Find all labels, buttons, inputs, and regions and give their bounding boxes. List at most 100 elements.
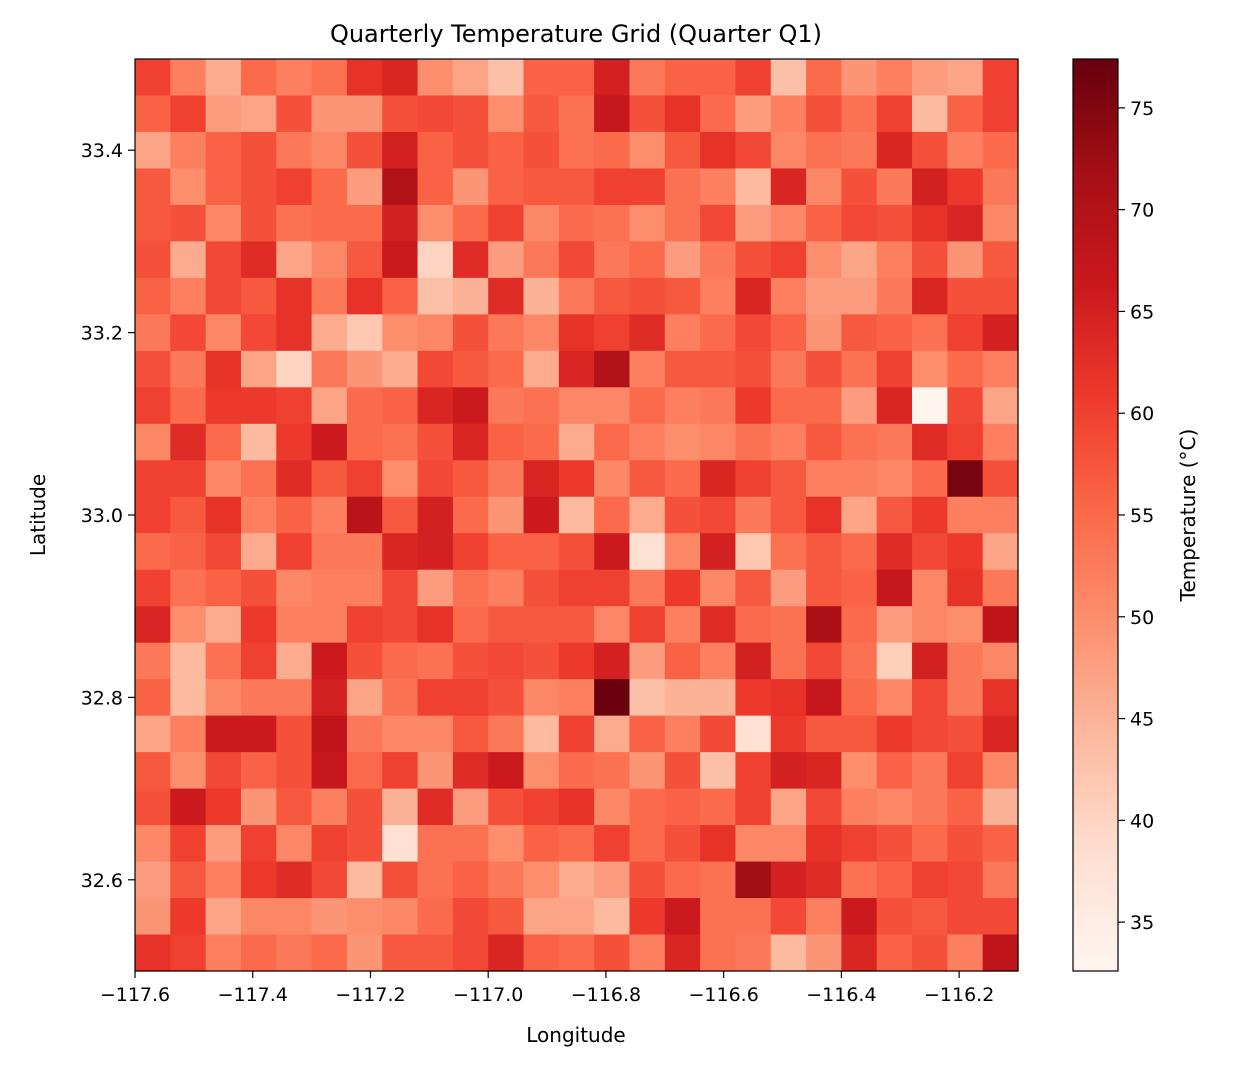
heatmap-cell (452, 606, 489, 644)
heatmap-cell (841, 606, 878, 644)
heatmap-cell (523, 59, 560, 97)
heatmap-cell (629, 679, 666, 717)
heatmap-cell (700, 204, 737, 242)
heatmap-cell (488, 898, 525, 936)
heatmap-cell (806, 533, 842, 571)
heatmap-cell (806, 423, 842, 461)
heatmap-cell (558, 642, 595, 680)
heatmap-cell (488, 460, 525, 498)
heatmap-cell (240, 277, 277, 315)
heatmap-cell (311, 715, 348, 753)
heatmap-cell (770, 606, 807, 644)
heatmap-cell (523, 314, 560, 352)
heatmap-cell (417, 314, 454, 352)
heatmap-cell (205, 642, 242, 680)
heatmap-cell (700, 423, 737, 461)
heatmap-cell (452, 752, 489, 790)
heatmap-cell (770, 715, 807, 753)
heatmap-cell (135, 168, 171, 206)
heatmap-cell (382, 642, 419, 680)
colorbar (1072, 58, 1119, 972)
heatmap-cell (523, 679, 560, 717)
heatmap-cell (170, 606, 207, 644)
heatmap-cell (488, 788, 525, 826)
heatmap-cell (170, 825, 207, 863)
heatmap-cell (770, 204, 807, 242)
heatmap-cell (770, 95, 807, 133)
heatmap-cell (311, 59, 348, 97)
heatmap-cell (276, 715, 313, 753)
heatmap-cell (912, 204, 948, 242)
heatmap-cell (806, 934, 842, 972)
heatmap-cell (205, 788, 242, 826)
heatmap-cell (170, 934, 207, 972)
heatmap-cell (382, 715, 419, 753)
heatmap-cell (876, 350, 913, 388)
heatmap-cell (523, 861, 560, 899)
heatmap-cell (594, 533, 631, 571)
heatmap-cell (841, 752, 878, 790)
heatmap-cell (629, 715, 666, 753)
colorbar-label: Temperature (°C) (1176, 429, 1200, 603)
heatmap-cell (841, 679, 878, 717)
heatmap-cell (664, 569, 701, 607)
heatmap-cell (735, 861, 772, 899)
heatmap-cell (735, 131, 772, 170)
heatmap-cell (841, 496, 878, 534)
heatmap-cell (982, 131, 1019, 170)
heatmap-cell (594, 423, 631, 461)
heatmap-cell (947, 788, 984, 826)
heatmap-cell (594, 460, 631, 498)
heatmap-cell (240, 241, 277, 279)
heatmap-cell (770, 788, 807, 826)
chart-title: Quarterly Temperature Grid (Quarter Q1) (330, 20, 822, 48)
heatmap-cell (346, 241, 383, 279)
heatmap-cell (170, 95, 207, 133)
heatmap-cell (346, 314, 383, 352)
heatmap-cell (664, 350, 701, 388)
heatmap-cell (240, 387, 277, 425)
heatmap-cell (240, 825, 277, 863)
heatmap-cell (135, 277, 171, 315)
heatmap-cell (770, 569, 807, 607)
heatmap-cell (947, 350, 984, 388)
heatmap-cell (912, 898, 948, 936)
heatmap-cell (523, 788, 560, 826)
heatmap-cell (700, 350, 737, 388)
colorbar-tick-label: 75 (1130, 98, 1154, 120)
heatmap-cell (558, 168, 595, 206)
colorbar-tick-label: 60 (1130, 403, 1154, 425)
heatmap-cell (346, 642, 383, 680)
heatmap-cell (735, 825, 772, 863)
heatmap-cell (417, 715, 454, 753)
heatmap-cell (947, 569, 984, 607)
heatmap-cell (770, 168, 807, 206)
heatmap-cell (876, 423, 913, 461)
heatmap-cell (735, 314, 772, 352)
heatmap-cell (240, 95, 277, 133)
heatmap-cell (700, 241, 737, 279)
heatmap-cell (170, 131, 207, 170)
heatmap-cell (488, 496, 525, 534)
x-axis-label: Longitude (526, 1023, 625, 1047)
heatmap-cell (417, 642, 454, 680)
heatmap-cell (912, 825, 948, 863)
heatmap-cell (276, 95, 313, 133)
heatmap-cell (770, 277, 807, 315)
heatmap-cell (205, 825, 242, 863)
heatmap-cell (876, 825, 913, 863)
heatmap-cell (982, 460, 1019, 498)
heatmap-cell (205, 387, 242, 425)
heatmap-cell (594, 898, 631, 936)
heatmap-cell (205, 898, 242, 936)
heatmap-cell (240, 569, 277, 607)
heatmap-cell (382, 496, 419, 534)
heatmap-cell (982, 861, 1019, 899)
heatmap-cell (806, 642, 842, 680)
heatmap-cell (700, 752, 737, 790)
heatmap-cell (629, 496, 666, 534)
heatmap-cell (700, 131, 737, 170)
heatmap-cell (240, 59, 277, 97)
heatmap-cell (947, 460, 984, 498)
heatmap-cell (135, 569, 171, 607)
